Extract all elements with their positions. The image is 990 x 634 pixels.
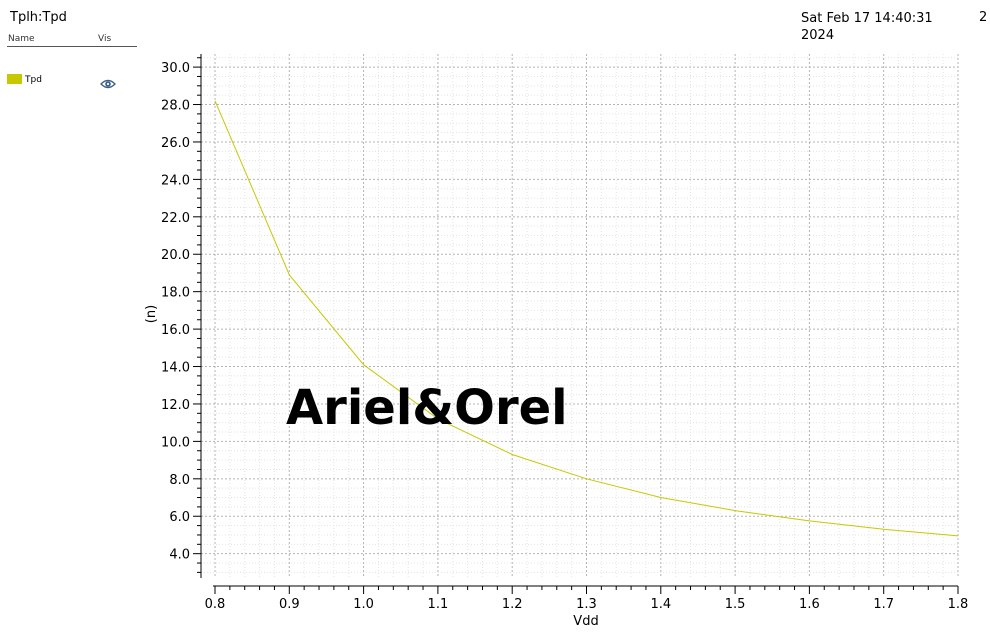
legend-header: Name Vis — [7, 33, 137, 47]
x-axis-label: Vdd — [573, 614, 598, 629]
y-tick-label: 18.0 — [161, 286, 190, 301]
x-tick-label: 0.8 — [205, 597, 226, 612]
y-tick-label: 20.0 — [161, 248, 190, 263]
y-tick-label: 8.0 — [169, 473, 190, 488]
chart-axes — [200, 54, 958, 587]
grid-minor — [201, 54, 958, 578]
y-tick-label: 10.0 — [161, 435, 190, 450]
y-tick-label: 16.0 — [161, 323, 190, 338]
x-tick-label: 1.5 — [725, 597, 746, 612]
y-tick-label: 22.0 — [161, 211, 190, 226]
legend-color-swatch — [7, 74, 22, 84]
y-tick-label: 30.0 — [161, 61, 190, 76]
x-tick-label: 1.0 — [353, 597, 374, 612]
eye-icon[interactable] — [100, 75, 116, 89]
chart-window-title: Tplh:Tpd — [10, 10, 67, 25]
series-line-tpd — [214, 100, 959, 537]
timestamp-date-time: Sat Feb 17 14:40:31 — [801, 11, 933, 26]
timestamp: Sat Feb 17 14:40:31 2024 — [801, 10, 951, 44]
y-tick-label: 24.0 — [161, 173, 190, 188]
legend-vis-column-header: Vis — [98, 34, 112, 44]
x-tick-label: 0.9 — [279, 597, 300, 612]
y-tick-label: 26.0 — [161, 136, 190, 151]
y-axis-label: (n) — [144, 305, 159, 323]
legend-name-column-header: Name — [8, 34, 35, 44]
grid-major — [201, 54, 959, 578]
x-tick-label: 1.8 — [948, 597, 969, 612]
x-tick-label: 1.4 — [650, 597, 671, 612]
x-tick-label: 1.6 — [799, 597, 820, 612]
timestamp-year: 2024 — [801, 28, 835, 43]
x-tick-label: 1.3 — [576, 597, 597, 612]
chart-series — [214, 100, 959, 537]
y-tick-label: 28.0 — [161, 99, 190, 114]
x-tick-label: 1.2 — [502, 597, 523, 612]
y-tick-label: 6.0 — [169, 510, 190, 525]
legend-item-label: Tpd — [25, 75, 42, 85]
x-tick-label: 1.7 — [873, 597, 894, 612]
x-tick-label: 1.1 — [428, 597, 449, 612]
watermark-text: Ariel&Orel — [286, 380, 568, 436]
y-tick-label: 14.0 — [161, 361, 190, 376]
page-number: 2 — [979, 10, 988, 25]
axis-ticks: 0.8 0.9 1.0 1.1 1.2 1.3 1.4 1.5 1.6 1.7 1.8 4.0 6.0 8… — [161, 57, 969, 612]
y-tick-label: 12.0 — [161, 398, 190, 413]
legend-item-tpd[interactable]: Tpd — [7, 73, 137, 89]
y-tick-label: 4.0 — [169, 548, 190, 563]
